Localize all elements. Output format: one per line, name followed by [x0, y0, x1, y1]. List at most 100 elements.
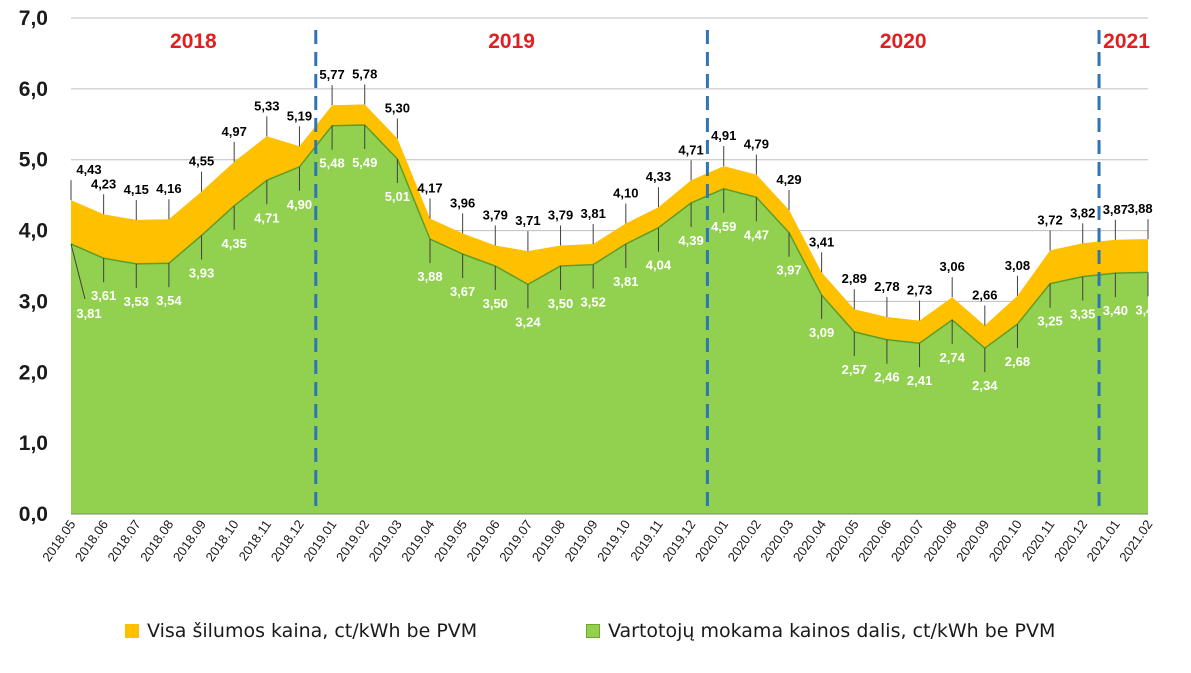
consumer-share-data-label: 3,40 — [1103, 303, 1128, 318]
consumer-share-data-label: 3,88 — [417, 269, 442, 284]
total-price-data-label: 4,10 — [613, 185, 638, 200]
consumer-share-data-label: 3,81 — [613, 274, 638, 289]
year-label: 2019 — [488, 30, 535, 53]
legend-label-total-price: Visa šilumos kaina, ct/kWh be PVM — [147, 620, 478, 642]
total-price-data-label: 3,71 — [515, 213, 540, 228]
consumer-share-data-label: 3,54 — [156, 293, 182, 308]
consumer-share-data-label: 2,34 — [972, 378, 998, 393]
year-label: 2020 — [880, 30, 927, 53]
consumer-share-leader — [70, 243, 86, 300]
legend-swatch-orange — [125, 624, 139, 638]
y-tick-label: 4,0 — [19, 220, 48, 243]
consumer-share-data-label: 3,81 — [76, 306, 101, 321]
total-price-data-label: 3,96 — [450, 195, 475, 210]
area-chart: 0,0 1,0 2,0 3,0 4,0 5,0 6,0 7,0 2018 2019 2020 202… — [18, 7, 1161, 565]
year-label: 2018 — [170, 30, 217, 53]
total-price-data-label: 4,16 — [156, 181, 181, 196]
consumer-share-data-label: 4,04 — [646, 258, 672, 273]
y-tick-label: 3,0 — [19, 290, 48, 313]
y-tick-label: 2,0 — [19, 361, 48, 384]
x-tick-label: 2018.10 — [202, 517, 241, 564]
legend-item-total-price: Visa šilumos kaina, ct/kWh be PVM — [125, 620, 477, 642]
consumer-share-data-label: 3,67 — [450, 284, 475, 299]
total-price-data-label: 3,87 — [1103, 202, 1128, 217]
consumer-share-data-label: 2,41 — [907, 373, 932, 388]
consumer-share-data-label: 3,93 — [189, 266, 214, 281]
consumer-share-line — [70, 124, 1149, 350]
total-price-data-label: 4,55 — [189, 154, 214, 169]
consumer-share-data-label: 3,50 — [548, 296, 573, 311]
total-price-data-label: 2,89 — [842, 271, 867, 286]
y-axis-tick-labels: 0,0 1,0 2,0 3,0 4,0 5,0 6,0 7,0 — [19, 7, 48, 526]
consumer-share-data-label: 3,35 — [1070, 307, 1095, 322]
legend-label-consumer-share: Vartotojų mokama kainos dalis, ct/kWh be… — [608, 620, 1056, 642]
x-tick-label: 2021.02 — [1116, 517, 1155, 564]
total-price-data-label: 2,73 — [907, 283, 932, 298]
y-tick-label: 0,0 — [19, 503, 48, 526]
total-price-data-label: 3,79 — [483, 207, 508, 222]
consumer-share-data-label: 5,01 — [385, 189, 410, 204]
series-areas — [70, 104, 1149, 515]
total-price-data-label: 5,30 — [385, 100, 410, 115]
total-price-data-label: 3,88 — [1127, 201, 1152, 216]
consumer-share-data-label: 4,35 — [222, 236, 247, 251]
total-price-data-label: 5,19 — [287, 108, 312, 123]
y-tick-label: 1,0 — [19, 432, 48, 455]
consumer-share-data-label: 4,71 — [254, 210, 279, 225]
total-price-data-label: 4,91 — [711, 128, 736, 143]
total-price-data-label: 3,79 — [548, 207, 573, 222]
consumer-share-data-label: 2,74 — [940, 350, 966, 365]
total-price-data-label: 4,23 — [91, 176, 116, 191]
year-dividers — [314, 30, 1101, 514]
legend-item-consumer-share: Vartotojų mokama kainos dalis, ct/kWh be… — [586, 620, 1055, 642]
y-tick-label: 5,0 — [19, 149, 48, 172]
consumer-share-data-label: 2,46 — [874, 370, 899, 385]
legend: Visa šilumos kaina, ct/kWh be PVM Vartot… — [0, 620, 1191, 654]
total-price-data-label: 3,06 — [940, 259, 965, 274]
total-price-data-label: 5,77 — [319, 67, 344, 82]
x-axis-tick-labels: 2018.052018.062018.072018.082018.092018.… — [39, 517, 1155, 564]
total-price-data-label: 2,66 — [972, 288, 997, 303]
legend-swatch-green — [586, 624, 600, 638]
consumer-share-area — [71, 125, 1148, 514]
year-labels: 2018 2019 2020 2021 — [170, 30, 1150, 53]
total-price-data-label: 4,17 — [417, 181, 442, 196]
total-price-data-label: 4,33 — [646, 169, 671, 184]
x-tick-label: 2020.10 — [986, 517, 1025, 564]
total-price-data-label: 5,78 — [352, 66, 377, 81]
total-price-data-label: 5,33 — [254, 98, 279, 113]
total-price-data-label: 3,81 — [581, 206, 606, 221]
consumer-share-data-label: 2,57 — [842, 362, 867, 377]
consumer-share-data-label: 3,53 — [124, 294, 149, 309]
total-price-data-label: 3,08 — [1005, 258, 1030, 273]
total-price-data-label: 4,15 — [124, 182, 149, 197]
total-price-data-label: 4,79 — [744, 137, 769, 152]
consumer-share-data-label: 4,47 — [744, 227, 769, 242]
total-price-data-label: 4,97 — [222, 124, 247, 139]
consumer-share-data-label: 4,39 — [678, 233, 703, 248]
year-label: 2021 — [1103, 30, 1150, 53]
total-price-data-label: 4,29 — [776, 172, 801, 187]
consumer-share-data-label: 5,48 — [319, 156, 344, 171]
consumer-share-data-label: 3,41 — [1135, 302, 1160, 317]
consumer-share-data-label: 3,52 — [581, 295, 606, 310]
consumer-share-data-label: 3,25 — [1037, 314, 1062, 329]
x-tick-label: 2019.10 — [594, 517, 633, 564]
total-price-data-label: 3,41 — [809, 234, 834, 249]
data-labels: 4,434,23 4,15 4,16 4,55 4,97 5,33 5,19 5,77 5,78… — [70, 66, 1161, 393]
total-price-data-label: 3,72 — [1037, 212, 1062, 227]
total-price-data-label: 4,43 — [76, 162, 101, 177]
y-tick-label: 6,0 — [19, 78, 48, 101]
consumer-share-data-label: 3,09 — [809, 325, 834, 340]
consumer-share-data-label: 3,50 — [483, 296, 508, 311]
y-tick-label: 7,0 — [19, 7, 48, 30]
consumer-share-data-label: 2,68 — [1005, 354, 1030, 369]
consumer-share-data-label: 4,59 — [711, 219, 736, 234]
total-price-data-label: 3,82 — [1070, 205, 1095, 220]
consumer-share-data-label: 4,90 — [287, 197, 312, 212]
total-price-data-label: 4,71 — [678, 142, 703, 157]
consumer-share-data-label: 3,97 — [776, 263, 801, 278]
total-price-data-label: 2,78 — [874, 279, 899, 294]
consumer-share-data-label: 5,49 — [352, 155, 377, 170]
consumer-share-data-label: 3,24 — [515, 314, 541, 329]
